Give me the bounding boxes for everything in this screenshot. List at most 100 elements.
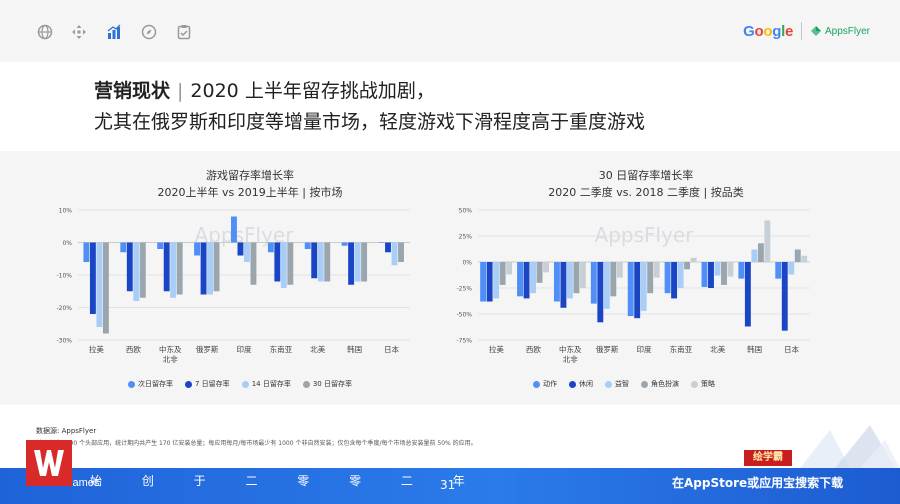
chart2-bar (603, 262, 610, 309)
chart1-bar (157, 242, 164, 249)
chart1-bar (102, 242, 109, 334)
chart1-legend-item: 7 日留存率 (185, 379, 230, 389)
title-line-1: 营销现状 | 2020 上半年留存挑战加剧， (94, 76, 645, 107)
chart1-ytick-label: 10% (59, 208, 73, 215)
chart1-title: 游戏留存率增长率 (206, 169, 294, 182)
chart1-xtick-label: 印度 (237, 344, 252, 354)
legend-label: 动作 (543, 380, 557, 388)
chart2-bar (543, 262, 549, 273)
chart2-bar (560, 262, 567, 308)
chart2-bar (523, 262, 530, 299)
chart2-bar (597, 262, 604, 323)
chart2-bar (536, 262, 543, 283)
chart1-ytick-label: -20% (56, 305, 72, 312)
chart2-xtick-label: 北美 (710, 344, 725, 354)
globe-icon[interactable] (37, 24, 53, 40)
chart2-title: 30 日留存率增长率 (598, 169, 694, 182)
legend-label: 策略 (701, 380, 715, 388)
chart2-legend-item: 策略 (691, 379, 715, 389)
chart1-legend-item: 30 日留存率 (302, 379, 352, 389)
chart2-bar (714, 262, 721, 276)
chart1-bar (194, 242, 201, 256)
chart2-bar (757, 243, 764, 262)
chart1-xtick-label: 中东及 (159, 344, 182, 354)
legend-label: 休闲 (579, 380, 593, 388)
chart2-bar (517, 262, 523, 297)
chart2-xtick-label: 北非 (563, 354, 578, 364)
w-letter-icon (34, 450, 64, 476)
legend-swatch (533, 380, 540, 388)
chart1-legend-item: 14 日留存率 (241, 379, 291, 389)
chart1-bar (267, 242, 274, 253)
chart1-bar (244, 242, 250, 262)
app-badge: 绘学霸 (744, 450, 792, 466)
legend-swatch (302, 380, 310, 388)
source-note: 数据源: AppsFlyer (36, 427, 97, 435)
chart1-bar (237, 242, 244, 256)
chart2-bar (708, 262, 714, 288)
chart1-xtick-label: 西欧 (126, 344, 141, 354)
chart1-bar (200, 242, 207, 295)
compass-icon[interactable] (141, 24, 157, 40)
chart2-bar (573, 262, 580, 294)
legend-swatch (605, 380, 612, 388)
chart1-bar (354, 242, 361, 282)
chart2-ytick-label: 25% (459, 234, 473, 241)
chart2-ytick-label: -25% (456, 286, 472, 293)
chart2-bar (764, 220, 771, 262)
chart2-bar (738, 262, 745, 279)
chart2-bar (530, 262, 536, 294)
brand-logos: Google AppsFlyer (743, 20, 870, 42)
chart2-bar (610, 262, 617, 297)
w-logo (26, 440, 72, 486)
title-bold: 营销现状 (94, 80, 171, 102)
chart1-legend-item: 次日留存率 (128, 379, 173, 389)
legend-swatch (241, 380, 249, 388)
chart2-bar (579, 262, 586, 288)
chart2-xtick-label: 俄罗斯 (596, 344, 619, 354)
chart2-bar (751, 249, 758, 262)
legend-swatch (691, 380, 698, 388)
chart1-ytick-label: -30% (56, 338, 72, 345)
chart2-bar (647, 262, 654, 294)
legend-swatch (185, 380, 192, 388)
chart2-bar (677, 262, 684, 288)
chart1-ytick-label: -10% (56, 273, 72, 280)
chart1-bar (207, 242, 214, 295)
chart1-xtick-label: 拉美 (89, 344, 104, 354)
chart2-bar (671, 262, 678, 299)
chart1-bar (231, 216, 237, 243)
chart2-xtick-label: 东南亚 (670, 344, 693, 354)
clipboard-check-icon[interactable] (176, 24, 192, 40)
chart2-bar (616, 262, 623, 278)
chart1-bar (304, 242, 311, 249)
chart1-bar (126, 242, 133, 292)
chart2-xtick-label: 拉美 (489, 344, 504, 354)
chart2-bar (801, 255, 808, 262)
chart2-xtick-label: 韩国 (747, 344, 762, 354)
chart1-bar (89, 242, 96, 314)
legend-swatch (128, 380, 135, 388)
chart1-xtick-label: 北非 (163, 354, 178, 364)
legend-swatch (569, 380, 576, 388)
chart2-bar (553, 262, 560, 302)
chart1-bar (348, 242, 355, 285)
chart2-bar (590, 262, 597, 304)
chart1-bar (361, 242, 368, 282)
chart1-legend: 次日留存率 7 日留存率 14 日留存率 30 日留存率 (128, 379, 352, 389)
chart1-bar (176, 242, 183, 295)
move-arrows-icon[interactable] (71, 24, 87, 40)
chart2-bar (744, 262, 751, 327)
chart2-bar (781, 262, 788, 331)
page-title: 营销现状 | 2020 上半年留存挑战加剧， 尤其在俄罗斯和印度等增量市场，轻度游戏… (94, 76, 645, 138)
bar-chart-icon[interactable] (106, 24, 122, 40)
chart2-legend-item: 动作 (533, 379, 557, 389)
chart2-bar (727, 262, 734, 277)
chart1-bar (274, 242, 281, 282)
chart2-bar (627, 262, 634, 317)
chart2-bar (664, 262, 671, 294)
legend-label: 14 日留存率 (251, 380, 291, 388)
chart2-xtick-label: 中东及 (559, 344, 582, 354)
top-toolbar: Google AppsFlyer (0, 0, 900, 62)
chart1-bar (324, 242, 331, 282)
